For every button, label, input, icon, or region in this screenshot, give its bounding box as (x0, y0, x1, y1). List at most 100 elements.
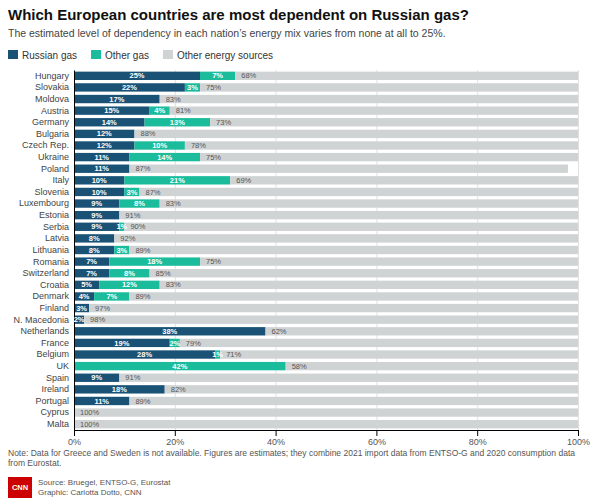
y-tick-label: Poland (41, 164, 69, 174)
y-tick-label: Croatia (40, 280, 69, 290)
data-label: 7% (212, 71, 223, 80)
x-tick: 80% (469, 430, 487, 447)
data-label: 17% (109, 95, 124, 104)
y-tick-label: Moldova (35, 94, 69, 104)
data-label: 14% (102, 118, 117, 127)
bar (74, 95, 160, 103)
data-label: 89% (135, 246, 150, 255)
data-label: 87% (135, 164, 150, 173)
bar (74, 165, 129, 173)
bar (150, 269, 578, 277)
data-label: 69% (236, 176, 251, 185)
y-tick-label: Hungary (35, 71, 70, 81)
data-label: 91% (125, 211, 140, 220)
bar (94, 292, 129, 300)
y-tick: Luxembourg (19, 198, 74, 208)
bar (200, 83, 578, 91)
y-tick-label: Romania (33, 256, 69, 266)
y-tick-label: N. Macedonia (13, 315, 69, 325)
y-tick: Spain (46, 373, 74, 383)
data-label: 18% (147, 257, 162, 266)
data-label: 8% (89, 246, 100, 255)
bar (124, 223, 578, 231)
y-tick-label: Serbia (43, 222, 69, 232)
bar (74, 350, 215, 358)
y-tick-label: Finland (39, 303, 69, 313)
data-label: 58% (292, 362, 307, 371)
bar (74, 176, 124, 184)
y-tick-label: Spain (46, 373, 69, 383)
bar (109, 257, 200, 265)
y-tick: UK (56, 361, 74, 371)
data-label: 38% (162, 327, 177, 336)
subtitle: The estimated level of dependency in eac… (8, 27, 446, 39)
data-labels: 25%22%17%15%14%12%12%11%11%10%10%9%9%9%8… (74, 71, 307, 428)
data-label: 1% (212, 350, 223, 359)
y-tick-label: Cyprus (40, 407, 69, 417)
data-label: 73% (216, 118, 231, 127)
bar (235, 72, 578, 80)
bars (74, 72, 578, 429)
y-tick-label: France (41, 338, 69, 348)
bar (74, 362, 286, 370)
data-label: 12% (97, 129, 112, 138)
data-label: 87% (146, 188, 161, 197)
bar (185, 141, 578, 149)
bar (220, 350, 578, 358)
bar (160, 199, 578, 207)
data-label: 81% (176, 106, 191, 115)
note: Note: Data for Greece and Sweden is not … (8, 448, 577, 468)
data-label: 97% (95, 304, 110, 313)
bar (74, 199, 119, 207)
data-label: 9% (91, 199, 102, 208)
data-label: 79% (186, 339, 201, 348)
y-tick-label: Slovakia (35, 82, 69, 92)
y-tick: Cyprus (40, 407, 74, 417)
data-label: 3% (76, 304, 87, 313)
bar (74, 141, 134, 149)
bar (129, 165, 567, 173)
data-label: 88% (140, 129, 155, 138)
data-label: 8% (134, 199, 145, 208)
bar (160, 281, 578, 289)
bar (74, 72, 200, 80)
data-label: 83% (166, 95, 181, 104)
legend-label: Other gas (105, 50, 149, 61)
bar (74, 106, 150, 114)
data-label: 68% (241, 71, 256, 80)
y-tick: Ukraine (38, 152, 74, 162)
y-tick-label: Slovenia (34, 187, 69, 197)
legend: Russian gasOther gasOther energy sources (8, 50, 273, 61)
data-label: 100% (80, 408, 100, 417)
y-tick-label: Germany (32, 117, 70, 127)
data-label: 7% (86, 269, 97, 278)
y-tick-label: Italy (52, 175, 69, 185)
y-tick-label: Denmark (32, 291, 69, 301)
chart: Which European countries are most depend… (0, 0, 600, 501)
data-label: 19% (114, 339, 129, 348)
data-label: 100% (80, 420, 100, 429)
x-tick-label: 20% (166, 437, 184, 447)
data-label: 2% (74, 315, 85, 324)
bar (230, 176, 578, 184)
bar (74, 188, 124, 196)
y-tick: Ireland (41, 384, 74, 394)
bar (200, 72, 235, 80)
bar (74, 420, 578, 428)
bar (74, 223, 119, 231)
x-tick: 20% (166, 430, 184, 447)
y-tick-label: Estonia (39, 210, 69, 220)
data-label: 14% (157, 153, 172, 162)
bar (74, 304, 89, 312)
bar (114, 246, 129, 254)
bar (185, 83, 200, 91)
bar (200, 257, 578, 265)
legend-label: Other energy sources (177, 50, 273, 61)
y-tick-label: Portugal (35, 396, 69, 406)
data-label: 9% (91, 373, 102, 382)
y-tick: Italy (52, 175, 74, 185)
data-label: 10% (92, 176, 107, 185)
bar (165, 385, 578, 393)
bar (114, 234, 578, 242)
x-tick-mark (376, 430, 377, 436)
